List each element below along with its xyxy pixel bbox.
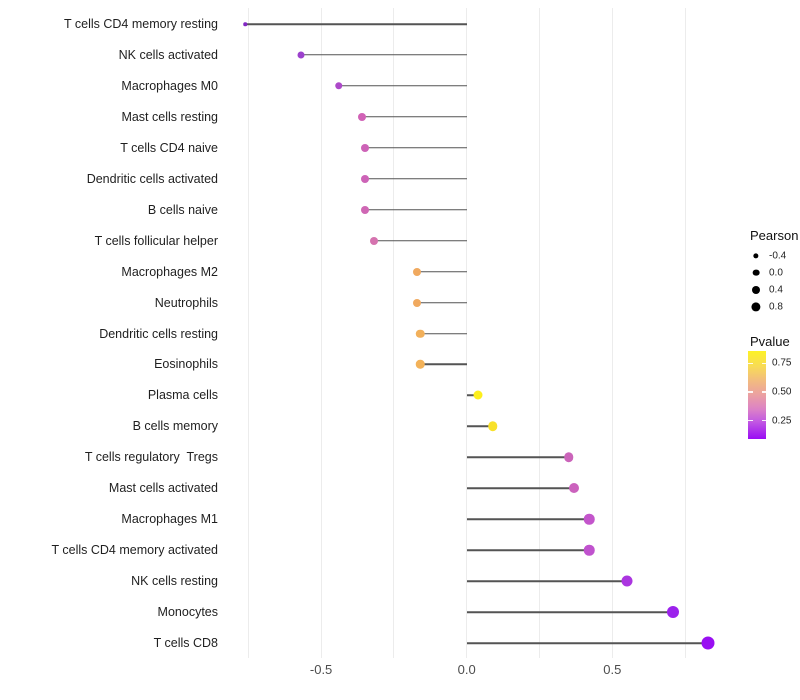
lollipop-stem [420,363,467,366]
category-label: Monocytes [157,605,218,620]
category-label: Mast cells activated [108,481,218,496]
size-legend-label: 0.4 [769,284,783,295]
data-point [583,513,595,525]
category-label: Macrophages M0 [121,78,218,93]
category-label: B cells naive [147,202,218,217]
data-point [415,329,425,338]
data-point [413,298,422,307]
gridline [247,8,249,658]
data-point [357,112,366,121]
lollipop-stem [420,332,467,335]
category-label: T cells follicular helper [94,233,218,248]
lollipop-stem [466,611,674,613]
size-legend-dot [752,269,760,276]
data-point [621,575,633,587]
lollipop-stem [364,208,467,211]
lollipop-stem [466,456,569,459]
colorbar-label: 0.50 [772,386,792,398]
lollipop-stem [245,23,467,25]
gridline [320,8,322,658]
data-point [488,421,498,432]
lollipop-stem [466,642,709,644]
data-point [415,360,425,369]
data-point [569,483,580,494]
gridline [539,8,540,658]
lollipop-stem [417,301,467,304]
category-label: Macrophages M2 [121,264,218,279]
category-label: Plasma cells [147,388,218,403]
category-label: Dendritic cells resting [99,326,218,341]
gridline [393,8,395,658]
data-point [334,82,343,90]
pvalue-colorbar [748,351,766,439]
category-label: Macrophages M1 [121,512,218,527]
data-point [360,143,369,152]
x-tick-label: 0.0 [457,662,476,677]
size-legend-label: -0.4 [769,250,787,261]
lollipop-stem [364,147,467,149]
x-tick-label: 0.5 [603,662,622,677]
category-label: NK cells resting [131,574,218,589]
colorbar-tick [748,419,753,422]
colorbar-tick [748,391,753,393]
size-legend-dot [753,252,759,259]
category-label: T cells CD4 memory resting [64,17,218,31]
gridline [611,8,613,658]
lollipop-stem [417,270,467,273]
data-point [369,236,378,245]
colorbar-tick [761,419,766,422]
lollipop-stem [466,425,493,428]
lollipop-stem [373,239,467,242]
data-point [360,174,369,183]
category-label: T cells CD8 [153,636,218,650]
size-legend-label: 0.0 [769,267,783,278]
data-point [563,452,574,463]
size-legend-title: Pearson [750,228,799,243]
category-label: Dendritic cells activated [86,171,218,186]
category-label: Eosinophils [154,357,218,372]
lollipop-stem [300,54,467,56]
size-legend-label: 0.8 [769,301,783,312]
colorbar-tick [748,362,753,365]
data-point [413,267,422,276]
x-tick-label: -0.5 [309,662,333,677]
category-label: NK cells activated [118,47,218,62]
colorbar-label: 0.75 [772,357,792,369]
data-point [297,51,305,59]
data-point [667,606,680,619]
lollipop-stem [361,116,467,118]
category-label: T cells CD4 memory activated [51,543,219,558]
data-point [360,205,369,214]
size-legend-dot [751,301,761,312]
lollipop-stem [466,580,627,582]
category-label: Neutrophils [154,295,218,310]
category-label: T cells regulatory Tregs [84,450,218,465]
lollipop-stem [466,518,589,520]
colorbar-tick [761,362,766,365]
colorbar-tick [761,391,766,393]
lollipop-stem [466,549,589,551]
data-point [583,544,595,556]
data-point [243,22,248,26]
category-label: Mast cells resting [121,109,218,124]
gridline [466,8,468,658]
size-legend-dot [752,285,760,294]
category-label: B cells memory [132,419,218,434]
color-legend-title: Pvalue [750,334,790,349]
data-point [473,390,483,400]
lollipop-stem [364,178,467,180]
lollipop-stem [466,394,479,397]
colorbar-label: 0.25 [772,415,792,427]
lollipop-stem [338,85,467,87]
gridline [684,8,686,658]
data-point [701,636,715,650]
category-label: T cells CD4 naive [120,140,218,155]
lollipop-stem [466,487,575,489]
